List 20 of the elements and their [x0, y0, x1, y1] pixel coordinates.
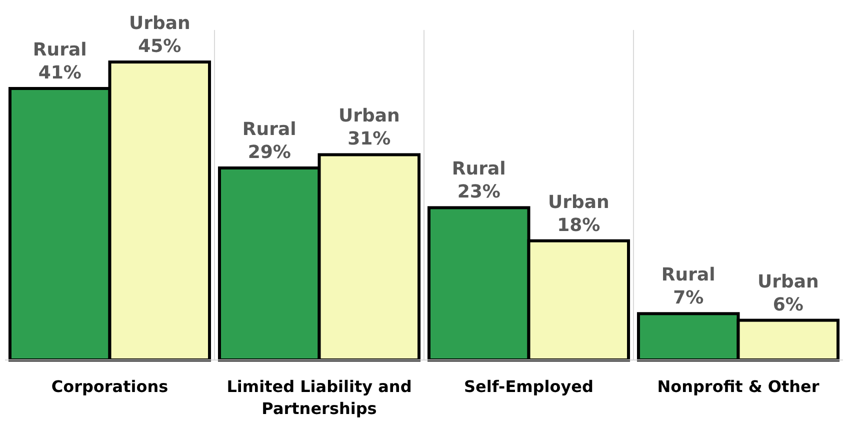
series-label: Rural: [32, 39, 87, 60]
text: Rural: [661, 264, 716, 286]
text: Rural: [242, 118, 296, 140]
data-label: 41%: [38, 62, 82, 84]
text: Urban: [548, 192, 610, 213]
text: Rural: [452, 158, 506, 180]
data-label: 7%: [673, 288, 704, 309]
text: Urban: [757, 271, 819, 292]
data-label: 18%: [557, 214, 600, 236]
data-label: 31%: [348, 128, 391, 150]
data-label: 45%: [138, 36, 182, 57]
x-tick-label: Self-Employed: [464, 377, 594, 396]
data-label: 23%: [457, 182, 500, 203]
data-label: 6%: [772, 294, 804, 316]
x-tick-label: Nonprofit & Other: [657, 377, 820, 396]
data-label: 29%: [248, 142, 291, 163]
text: Urban: [338, 106, 400, 127]
x-tick-label: Limited Liability and Partnerships: [226, 377, 412, 418]
x-tick-label: Corporations: [51, 377, 168, 396]
series-label: Urban: [128, 13, 190, 34]
